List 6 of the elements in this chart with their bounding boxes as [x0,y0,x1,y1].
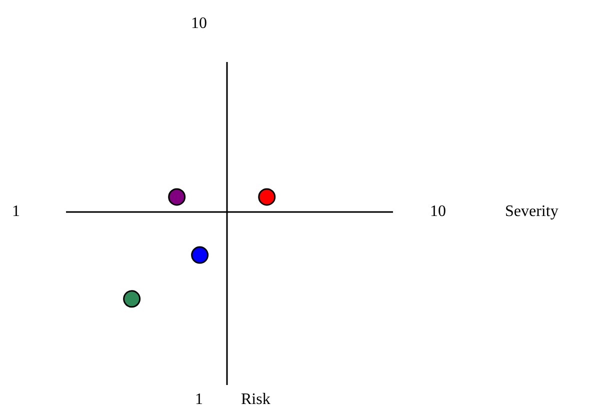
x-axis-title: Severity [505,203,558,220]
point [191,246,209,264]
y-axis-title: Risk [241,391,270,408]
point [258,188,276,206]
point [123,290,141,308]
point [168,188,186,206]
